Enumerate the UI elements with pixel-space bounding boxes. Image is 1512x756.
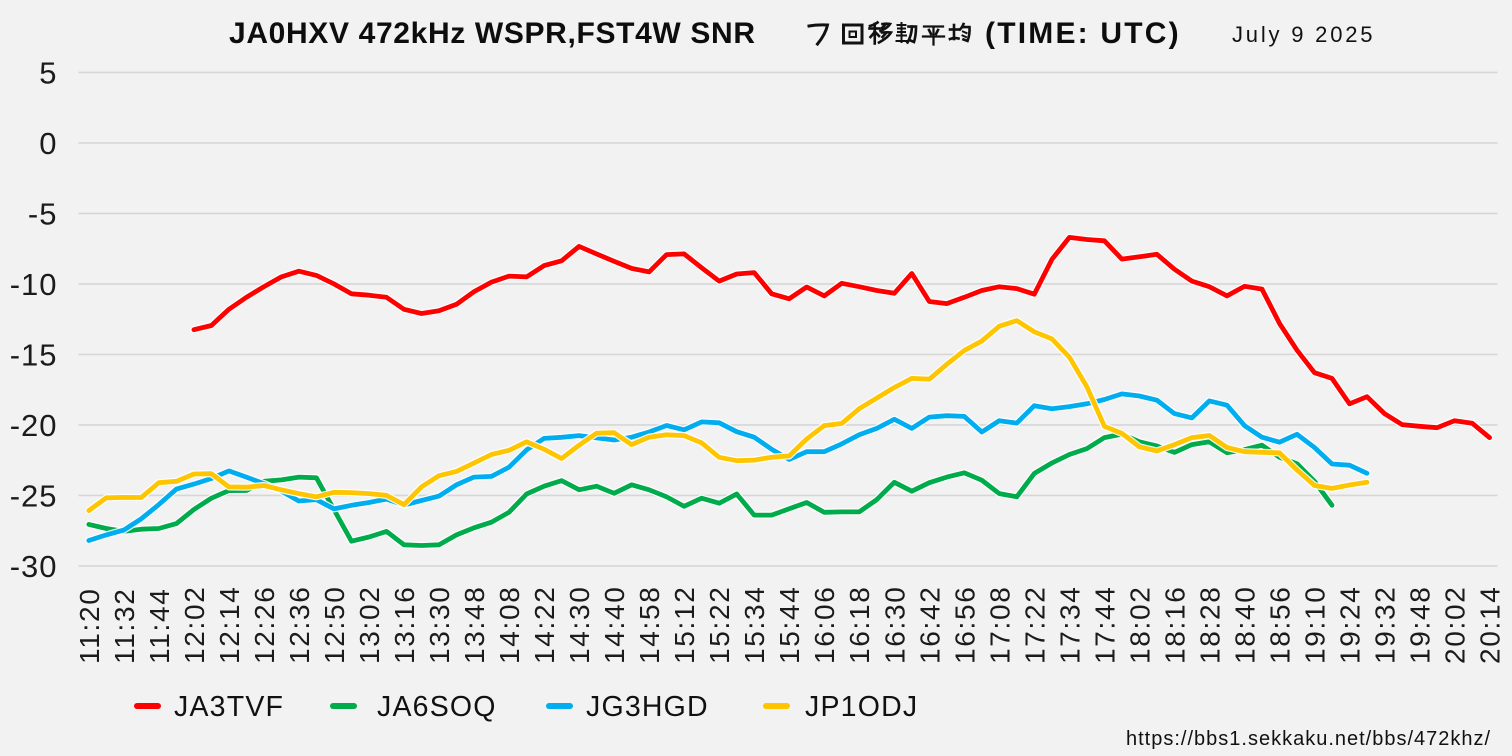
- svg-text:18:28: 18:28: [1194, 585, 1225, 664]
- svg-text:15:34: 15:34: [739, 585, 770, 664]
- svg-text:13:48: 13:48: [459, 585, 490, 664]
- svg-text:14:58: 14:58: [634, 585, 665, 664]
- svg-text:19:32: 19:32: [1370, 585, 1401, 664]
- svg-text:19:24: 19:24: [1335, 585, 1366, 664]
- svg-text:11:44: 11:44: [144, 588, 175, 665]
- svg-text:-5: -5: [28, 196, 58, 231]
- svg-text:11:32: 11:32: [109, 588, 140, 665]
- svg-text:16:42: 16:42: [914, 585, 945, 664]
- svg-text:14:40: 14:40: [599, 585, 630, 664]
- svg-text:13:02: 13:02: [354, 585, 385, 664]
- svg-text:15:22: 15:22: [704, 585, 735, 664]
- svg-text:20:02: 20:02: [1440, 585, 1471, 664]
- svg-text:16:30: 16:30: [879, 585, 910, 664]
- svg-text:15:12: 15:12: [669, 585, 700, 664]
- svg-text:17:34: 17:34: [1054, 585, 1085, 664]
- svg-text:14:08: 14:08: [494, 585, 525, 664]
- svg-text:13:16: 13:16: [389, 585, 420, 664]
- svg-text:11:20: 11:20: [74, 588, 105, 665]
- svg-text:18:02: 18:02: [1124, 585, 1155, 664]
- svg-text:-25: -25: [10, 478, 58, 513]
- svg-text:18:40: 18:40: [1230, 585, 1261, 664]
- svg-text:12:50: 12:50: [319, 585, 350, 664]
- svg-text:17:44: 17:44: [1089, 585, 1120, 664]
- svg-text:12:26: 12:26: [249, 585, 280, 664]
- svg-text:17:08: 17:08: [984, 585, 1015, 664]
- svg-text:18:16: 18:16: [1159, 585, 1190, 664]
- svg-text:19:10: 19:10: [1300, 585, 1331, 664]
- svg-text:18:56: 18:56: [1265, 585, 1296, 664]
- svg-text:19:48: 19:48: [1405, 585, 1436, 664]
- svg-text:-30: -30: [10, 549, 58, 584]
- svg-text:16:56: 16:56: [949, 585, 980, 664]
- svg-text:-20: -20: [10, 408, 58, 443]
- svg-text:16:06: 16:06: [809, 585, 840, 664]
- svg-text:14:22: 14:22: [529, 585, 560, 664]
- svg-text:12:02: 12:02: [179, 585, 210, 664]
- svg-text:-10: -10: [10, 267, 58, 302]
- svg-text:13:30: 13:30: [424, 585, 455, 664]
- svg-text:16:18: 16:18: [844, 585, 875, 664]
- svg-text:-15: -15: [10, 337, 58, 372]
- svg-text:14:30: 14:30: [564, 585, 595, 664]
- svg-text:0: 0: [39, 126, 57, 161]
- svg-text:12:36: 12:36: [284, 585, 315, 664]
- svg-text:12:14: 12:14: [214, 585, 245, 664]
- svg-text:5: 5: [39, 55, 57, 90]
- svg-text:17:22: 17:22: [1019, 585, 1050, 664]
- svg-text:20:14: 20:14: [1475, 585, 1506, 664]
- svg-text:15:44: 15:44: [774, 585, 805, 664]
